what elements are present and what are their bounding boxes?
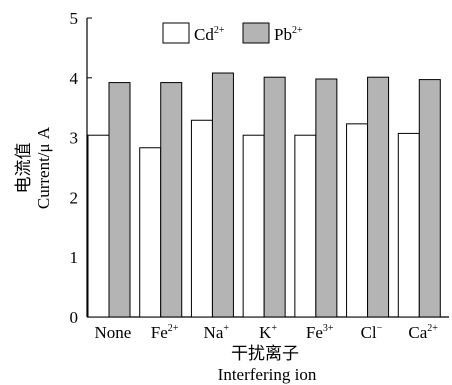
y-axis-title-en: Current/μ A — [34, 126, 53, 209]
y-tick-label: 1 — [70, 248, 79, 267]
legend-swatch — [162, 22, 190, 44]
bar-cd2-fe3 — [294, 134, 317, 318]
bars — [87, 72, 441, 318]
bar-cd2-k — [242, 134, 265, 318]
x-tick-label: None — [94, 323, 131, 342]
legend: Cd2+ Pb2+ — [162, 22, 303, 44]
y-axis-title-cn: 电流值 — [14, 143, 33, 194]
bar-pb2-fe3 — [315, 78, 338, 318]
bar-cd2-none — [87, 134, 110, 318]
x-tick-label: K+ — [259, 323, 277, 342]
x-tick-label: Fe2+ — [151, 323, 179, 342]
bar-pb2-na — [211, 72, 234, 318]
y-tick-label: 4 — [70, 69, 79, 88]
y-tick-label: 5 — [70, 9, 79, 28]
bar-pb2-cl — [367, 76, 390, 318]
y-tick-label: 3 — [70, 129, 79, 148]
bar-cd2-ca2 — [397, 132, 420, 318]
bar-pb2-fe2 — [160, 82, 183, 318]
x-tick-label: Ca2+ — [408, 323, 438, 342]
x-tick-label: Na+ — [204, 323, 230, 342]
bar-pb2-none — [108, 82, 131, 318]
x-axis-title-en: Interfering ion — [218, 365, 317, 384]
y-tick-label: 2 — [70, 188, 79, 207]
y-tick-label: 0 — [70, 308, 79, 327]
legend-label: Pb2+ — [274, 25, 303, 44]
tick-labels: 0 1 2 3 4 5 None Fe2+ Na+ K+ Fe3+ Cl− Ca2+ — [70, 9, 439, 342]
x-axis-title-cn: 干扰离子 — [231, 344, 299, 363]
bar-cd2-cl — [346, 123, 369, 318]
bar-cd2-na — [190, 119, 213, 318]
bar-pb2-k — [263, 76, 286, 318]
axis-labels: 电流值 Current/μ A 干扰离子 Interfering ion — [14, 126, 317, 384]
x-tick-label: Cl− — [361, 323, 383, 342]
legend-swatch — [242, 22, 270, 44]
bar-cd2-fe2 — [139, 147, 162, 318]
legend-label: Cd2+ — [194, 25, 225, 44]
x-tick-label: Fe3+ — [306, 323, 334, 342]
bar-pb2-ca2 — [418, 79, 441, 318]
